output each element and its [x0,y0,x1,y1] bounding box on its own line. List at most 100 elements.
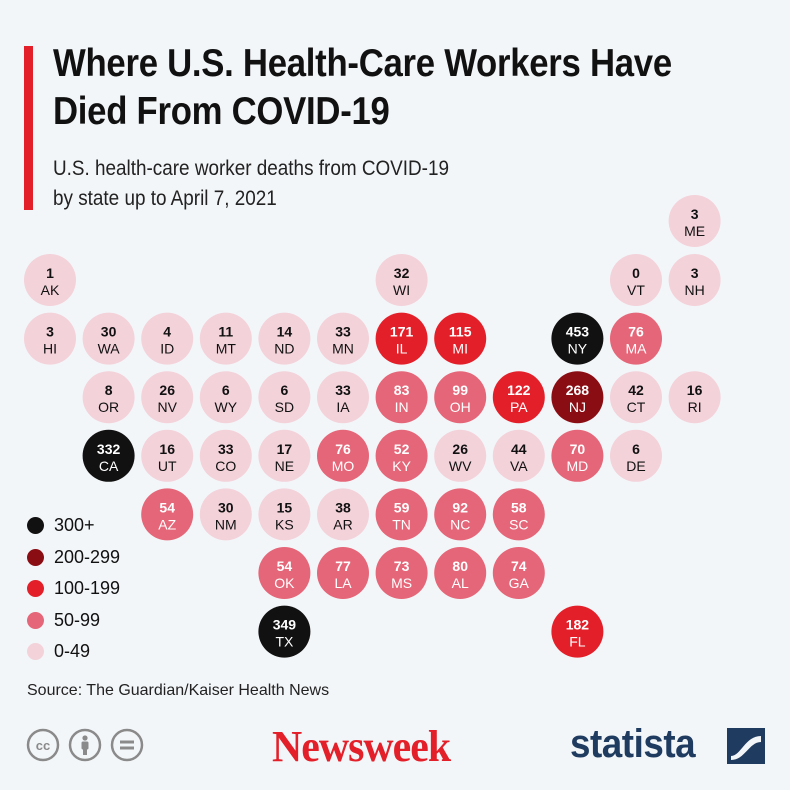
state-circle [375,488,428,541]
state-circle [492,371,545,424]
state-circle [317,488,369,541]
state-value: 6 [222,382,230,398]
state-value: 26 [159,382,175,398]
state-code: AL [452,575,469,591]
accent-bar [24,46,33,210]
state-circle [375,547,428,599]
state-value: 30 [218,499,234,515]
source-note: Source: The Guardian/Kaiser Health News [27,682,330,699]
state-code: TN [392,516,411,532]
state-circle [375,429,428,482]
svg-text:cc: cc [36,738,50,753]
state-value: 58 [511,499,527,515]
state-circle [199,371,252,424]
license-icons[interactable]: cc [26,728,144,762]
state-circle [492,488,545,541]
state-circle [258,547,311,599]
legend-swatch-0-49 [27,643,44,661]
state-value: 1 [46,265,54,281]
state-value: 11 [218,324,233,340]
legend-swatch-50-99 [27,611,44,629]
legend-label-50-99: 50-99 [54,609,101,630]
state-circle [551,312,604,365]
legend-label-100-199: 100-199 [54,578,121,599]
state-circle [258,371,311,424]
state-circle [141,429,194,482]
state-code: SD [275,399,294,415]
state-circle [317,312,369,365]
attribution-icon[interactable] [68,728,102,762]
state-value: 26 [452,441,468,457]
state-value: 4 [163,324,171,340]
state-circle [551,605,604,658]
state-circle [434,429,487,482]
legend-label-200-299: 200-299 [54,546,121,567]
state-code: MI [452,341,468,357]
state-value: 70 [570,441,586,457]
legend-item-0-49: 0-49 [27,636,227,668]
state-circle [317,371,369,424]
state-code: OK [274,575,295,591]
state-code: OR [98,399,119,415]
state-tile-wy: 6WY [199,371,252,424]
state-value: 33 [335,382,351,398]
state-tile-me: 3ME [668,195,721,247]
state-circle [610,371,662,424]
no-derivatives-icon[interactable] [110,728,144,762]
state-value: 268 [566,382,590,398]
state-code: DE [626,458,645,474]
newsweek-logo[interactable]: Newsweek [272,722,451,771]
state-code: VT [627,282,645,298]
legend-item-200-299: 200-299 [27,542,227,574]
state-circle [610,312,662,365]
state-value: 52 [394,441,410,457]
state-circle [492,547,545,599]
state-circle [24,254,76,306]
state-value: 76 [628,324,644,340]
state-circle [258,605,311,658]
state-code: MA [626,341,648,357]
state-value: 80 [452,558,468,574]
subtitle-line-2: by state up to April 7, 2021 [53,187,277,210]
state-code: IA [336,399,350,415]
state-code: MS [391,575,412,591]
state-code: FL [569,634,586,650]
state-circle [82,429,135,482]
legend-swatch-100-199 [27,580,44,598]
legend-label-0-49: 0-49 [54,641,91,662]
statista-logo[interactable]: statista [570,722,696,766]
state-circle [82,312,135,365]
state-circle [668,371,721,424]
state-value: 16 [159,441,175,457]
state-value: 3 [691,206,699,222]
state-code: PA [510,399,528,415]
state-circle [199,429,252,482]
state-circle [434,547,487,599]
state-code: AK [41,282,60,298]
chart-title: Where U.S. Health-Care Workers Have Died… [53,42,672,133]
state-value: 3 [691,265,699,281]
state-value: 74 [511,558,527,574]
statista-mark-icon [727,728,765,764]
state-value: 33 [335,324,351,340]
state-circle [434,371,487,424]
creative-commons-icon[interactable]: cc [26,728,60,762]
state-code: MT [216,341,237,357]
state-value: 16 [687,382,703,398]
state-circle [141,312,194,365]
state-code: AR [333,516,352,532]
